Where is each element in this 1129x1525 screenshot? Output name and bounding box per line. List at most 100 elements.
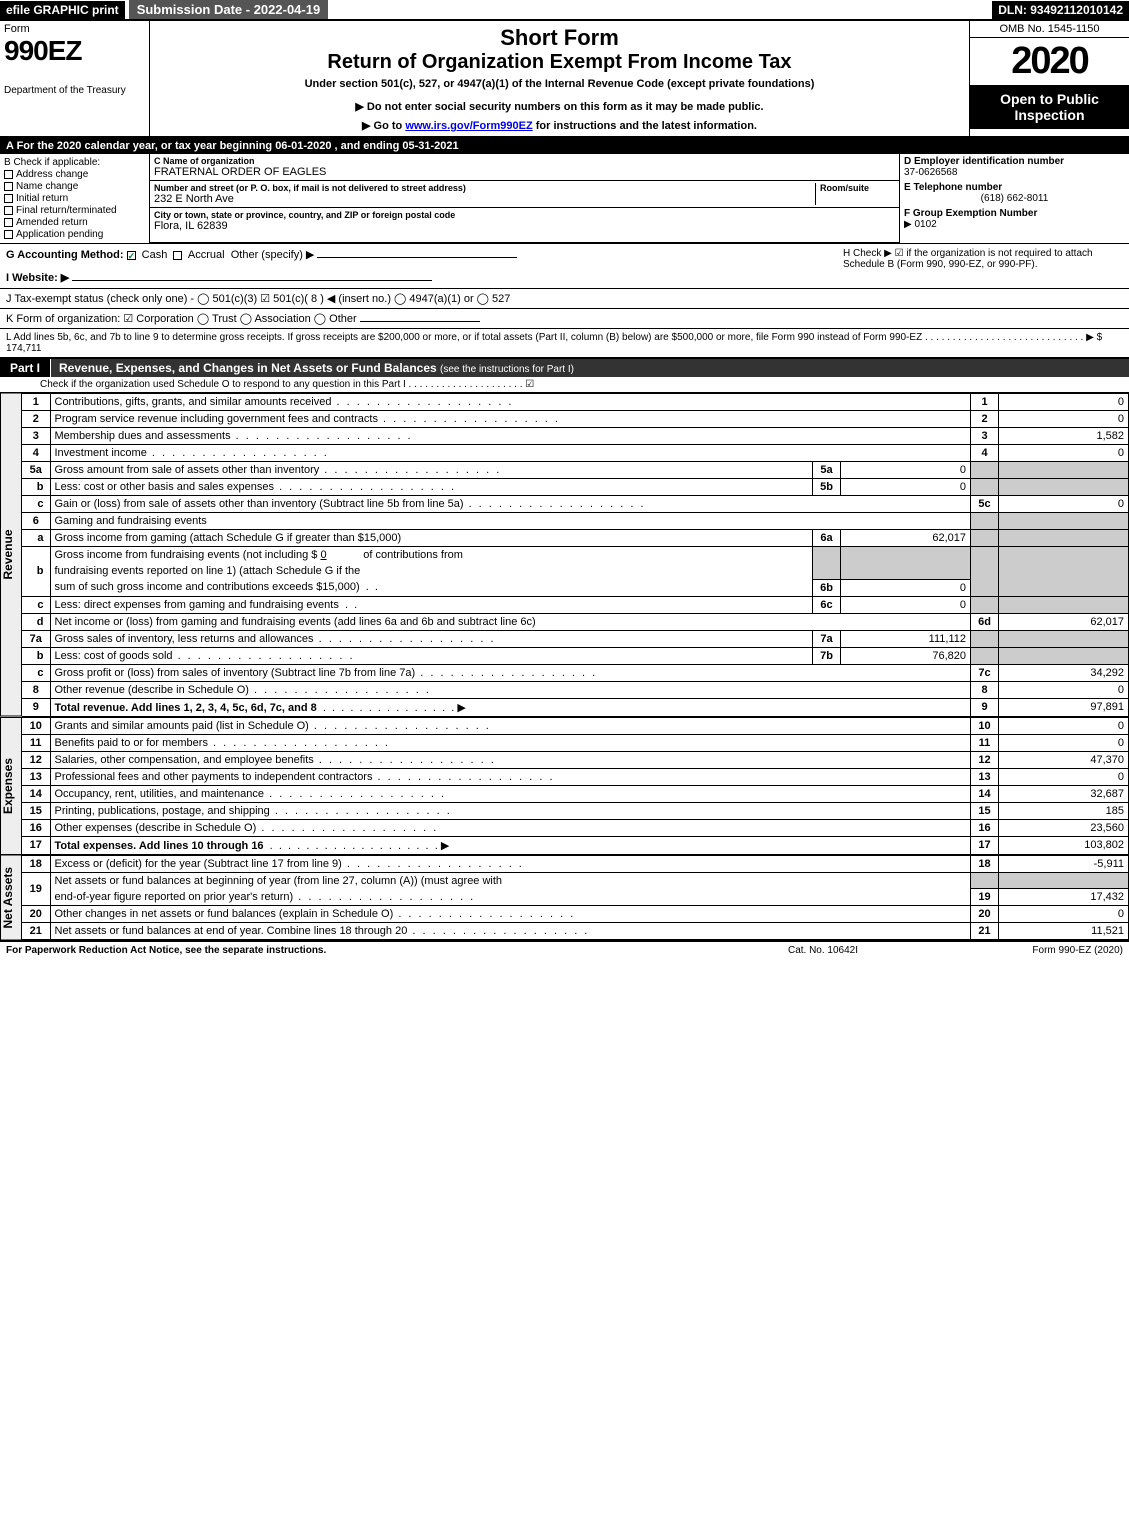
phone-label: E Telephone number [904, 182, 1125, 193]
line-6c: cLess: direct expenses from gaming and f… [22, 596, 1129, 613]
net-assets-side-label: Net Assets [0, 855, 22, 941]
line-13-val: 0 [999, 768, 1129, 785]
checkbox-accrual[interactable] [173, 251, 182, 260]
line-17-rn: 17 [971, 836, 999, 854]
line-3-desc: Membership dues and assessments [55, 430, 413, 442]
line-6: 6Gaming and fundraising events [22, 513, 1129, 530]
line-14: 14Occupancy, rent, utilities, and mainte… [22, 785, 1129, 802]
line-6b-shade-mv [841, 547, 971, 580]
line-19-2: end-of-year figure reported on prior yea… [22, 889, 1129, 906]
line-14-val: 32,687 [999, 785, 1129, 802]
line-4-desc: Investment income [55, 447, 329, 459]
line-16-val: 23,560 [999, 819, 1129, 836]
line-13-desc: Professional fees and other payments to … [55, 771, 555, 783]
line-4-num: 4 [22, 445, 50, 462]
subtitle: Under section 501(c), 527, or 4947(a)(1)… [154, 78, 965, 90]
line-6a-shade [971, 530, 999, 547]
other-org-input[interactable] [360, 321, 480, 322]
line-1-val: 0 [999, 394, 1129, 411]
line-6d-val: 62,017 [999, 613, 1129, 630]
department-label: Department of the Treasury [4, 85, 145, 96]
tax-year: 2020 [970, 38, 1129, 85]
ein-value: 37-0626568 [904, 167, 1125, 178]
line-2-rn: 2 [971, 411, 999, 428]
line-2-val: 0 [999, 411, 1129, 428]
main-title: Return of Organization Exempt From Incom… [154, 51, 965, 74]
line-6-num: 6 [22, 513, 50, 530]
efile-print-label[interactable]: efile GRAPHIC print [0, 1, 125, 19]
line-19-num: 19 [22, 872, 50, 906]
other-specify-input[interactable] [317, 257, 517, 258]
checkbox-name-change[interactable]: Name change [4, 181, 145, 192]
revenue-side-label: Revenue [0, 393, 22, 717]
line-12-desc: Salaries, other compensation, and employ… [55, 754, 496, 766]
box-c-name: C Name of organization FRATERNAL ORDER O… [150, 154, 899, 181]
line-5b-shade [971, 479, 999, 496]
line-1-num: 1 [22, 394, 50, 411]
line-19-desc2: end-of-year figure reported on prior yea… [55, 891, 476, 903]
line-6b-shade2 [999, 547, 1129, 597]
line-5c-desc: Gain or (loss) from sale of assets other… [55, 498, 646, 510]
line-9: 9Total revenue. Add lines 1, 2, 3, 4, 5c… [22, 698, 1129, 716]
line-7c: cGross profit or (loss) from sales of in… [22, 664, 1129, 681]
part-1-title: Revenue, Expenses, and Changes in Net As… [51, 359, 1129, 377]
form-word: Form [4, 23, 145, 35]
line-5a-mn: 5a [813, 462, 841, 479]
line-14-rn: 14 [971, 785, 999, 802]
line-11-num: 11 [22, 734, 50, 751]
line-6b-mv: 0 [841, 579, 971, 596]
line-6b-desc2: fundraising events reported on line 1) (… [55, 565, 361, 577]
application-pending-label: Application pending [16, 229, 103, 240]
line-17-num: 17 [22, 836, 50, 854]
checkbox-application-pending[interactable]: Application pending [4, 229, 145, 240]
addr-value: 232 E North Ave [154, 193, 815, 205]
checkbox-final-return[interactable]: Final return/terminated [4, 205, 145, 216]
accounting-method-label: G Accounting Method: [6, 249, 124, 261]
phone-value: (618) 662-8011 [904, 193, 1125, 204]
page-footer: For Paperwork Reduction Act Notice, see … [0, 940, 1129, 959]
boxes-b-to-f: B Check if applicable: Address change Na… [0, 154, 1129, 244]
line-9-num: 9 [22, 698, 50, 716]
goto-suffix: for instructions and the latest informat… [533, 120, 757, 132]
line-19-shade [971, 872, 999, 889]
line-9-rn: 9 [971, 698, 999, 716]
line-9-val: 97,891 [999, 698, 1129, 716]
line-11-val: 0 [999, 734, 1129, 751]
revenue-table: 1Contributions, gifts, grants, and simil… [22, 393, 1129, 717]
checkbox-initial-return[interactable]: Initial return [4, 193, 145, 204]
line-6b-desc3: sum of such gross income and contributio… [55, 581, 360, 593]
line-8-desc: Other revenue (describe in Schedule O) [55, 684, 431, 696]
website-input[interactable] [72, 280, 432, 281]
line-5b-shade2 [999, 479, 1129, 496]
open-to-public: Open to Public Inspection [970, 85, 1129, 129]
row-k: K Form of organization: ☑ Corporation ◯ … [0, 309, 1129, 329]
checkbox-cash[interactable] [127, 251, 136, 260]
line-6a-mn: 6a [813, 530, 841, 547]
final-return-label: Final return/terminated [16, 205, 117, 216]
line-11-desc: Benefits paid to or for members [55, 737, 391, 749]
room-label: Room/suite [820, 183, 895, 193]
line-7b-mn: 7b [813, 647, 841, 664]
line-12: 12 Salaries, other compensation, and empl… [22, 751, 1129, 768]
line-16: 16Other expenses (describe in Schedule O… [22, 819, 1129, 836]
net-assets-table: 18Excess or (deficit) for the year (Subt… [22, 855, 1129, 941]
line-7c-val: 34,292 [999, 664, 1129, 681]
line-17: 17Total expenses. Add lines 10 through 1… [22, 836, 1129, 854]
checkbox-amended-return[interactable]: Amended return [4, 217, 145, 228]
line-2: 2Program service revenue including gover… [22, 411, 1129, 428]
box-b-header: B Check if applicable: [4, 157, 145, 168]
line-12-num: 12 [22, 751, 50, 768]
form-ref: Form 990-EZ (2020) [923, 945, 1123, 956]
line-6d-desc: Net income or (loss) from gaming and fun… [55, 616, 536, 628]
city-value: Flora, IL 62839 [154, 220, 895, 232]
line-18-num: 18 [22, 855, 50, 872]
line-3: 3Membership dues and assessments31,582 [22, 428, 1129, 445]
line-6b-desc1: Gross income from fundraising events (no… [55, 549, 318, 561]
irs-link[interactable]: www.irs.gov/Form990EZ [405, 120, 532, 132]
line-7a: 7aGross sales of inventory, less returns… [22, 630, 1129, 647]
line-19-shade2 [999, 872, 1129, 889]
checkbox-address-change[interactable]: Address change [4, 169, 145, 180]
line-10-num: 10 [22, 717, 50, 734]
line-7a-mn: 7a [813, 630, 841, 647]
header-right: OMB No. 1545-1150 2020 Open to Public In… [969, 21, 1129, 136]
